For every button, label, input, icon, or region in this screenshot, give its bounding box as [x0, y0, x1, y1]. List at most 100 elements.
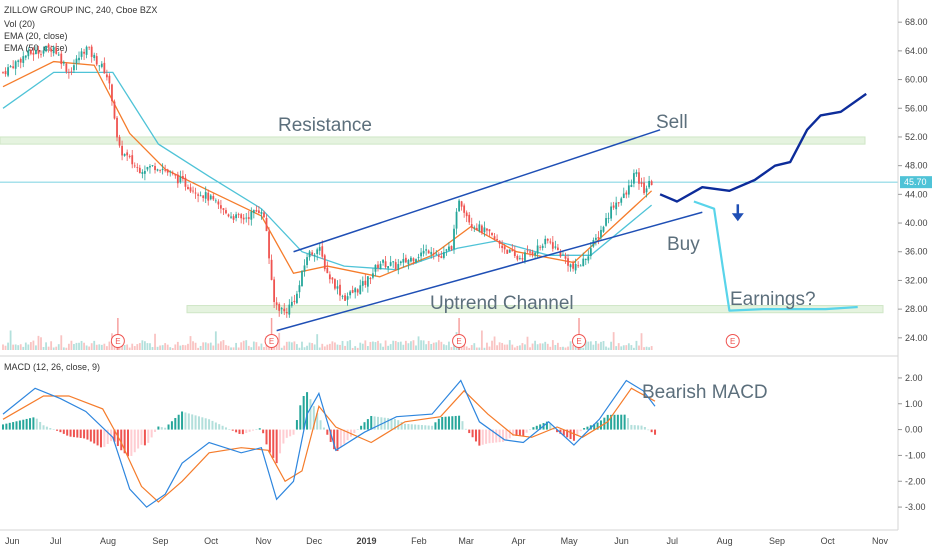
- candle-body: [579, 265, 582, 267]
- volume-bar: [463, 343, 466, 350]
- candle-body: [260, 211, 263, 214]
- macd-histogram-bar: [316, 413, 319, 430]
- time-tick-label: Jun: [5, 536, 20, 546]
- candle-body: [399, 261, 402, 264]
- down-arrow-head-icon: [731, 213, 744, 222]
- candle-body: [529, 251, 531, 253]
- candle-body: [584, 258, 587, 261]
- macd-histogram-bar: [390, 418, 393, 430]
- annotation-layer: E E E E E Resistance Sell Buy Uptrend Channel Ear…: [110, 112, 816, 403]
- volume-bar: [483, 347, 486, 350]
- volume-bar: [377, 340, 379, 350]
- candle-body: [293, 300, 296, 303]
- candle-body: [458, 200, 460, 212]
- volume-bar: [316, 334, 319, 350]
- macd-histogram-bar: [620, 414, 623, 430]
- volume-bar: [361, 343, 364, 350]
- volume-bar: [280, 347, 283, 350]
- macd-histogram-bar: [583, 428, 586, 430]
- volume-bar: [440, 341, 443, 350]
- volume-bar: [539, 343, 542, 350]
- macd-histogram-bar: [224, 427, 227, 430]
- candle-body: [387, 266, 390, 269]
- macd-histogram-bar: [346, 429, 349, 441]
- volume-bar: [250, 347, 253, 350]
- earnings-question-label: Earnings?: [730, 289, 816, 310]
- candle-body: [569, 264, 572, 268]
- candle-body: [602, 226, 605, 232]
- candle-body: [486, 228, 488, 231]
- earnings-marker-label: E: [576, 337, 581, 346]
- candle-body: [24, 55, 27, 58]
- candle-body: [625, 192, 628, 195]
- macd-histogram-bar: [593, 423, 596, 430]
- candle-body: [541, 245, 544, 248]
- candle-body: [650, 181, 653, 186]
- volume-bar: [141, 340, 144, 350]
- candle-body: [407, 259, 410, 265]
- volume-bar: [437, 340, 440, 350]
- volume-bar: [252, 341, 255, 350]
- candle-body: [303, 265, 306, 272]
- volume-bar: [17, 345, 20, 350]
- candle-body: [404, 257, 407, 263]
- macd-histogram-bar: [623, 414, 626, 430]
- volume-bar: [480, 330, 483, 350]
- macd-histogram-bar: [89, 429, 92, 442]
- channel-upper-line: [293, 129, 661, 253]
- candle-body: [192, 190, 194, 192]
- macd-histogram-bar: [370, 415, 373, 430]
- volume-bar: [625, 345, 628, 350]
- candle-body: [275, 302, 278, 305]
- candle-body: [313, 254, 316, 256]
- candle-body: [62, 62, 65, 64]
- candle-body: [645, 188, 648, 193]
- candle-body: [232, 216, 235, 220]
- macd-histogram-bar: [143, 429, 146, 446]
- macd-histogram-bar: [529, 429, 532, 431]
- candle-body: [638, 172, 640, 184]
- macd-histogram-bar: [285, 429, 288, 438]
- candle-body: [316, 249, 319, 254]
- macd-histogram-bar: [643, 427, 646, 430]
- volume-bar: [397, 342, 400, 350]
- macd-tick-label: -3.00: [905, 502, 926, 512]
- time-tick-label: Oct: [204, 536, 219, 546]
- macd-histogram-bar: [39, 421, 42, 430]
- price-tick-label: 24.00: [905, 333, 928, 343]
- volume-bar: [592, 344, 595, 350]
- volume-bar: [622, 345, 625, 350]
- macd-histogram-bar: [106, 429, 109, 444]
- macd-histogram-bar: [424, 425, 427, 430]
- macd-tick-label: 0.00: [905, 425, 923, 435]
- volume-legend: Vol (20): [4, 19, 36, 29]
- volume-bar: [70, 340, 73, 350]
- volume-bar: [493, 336, 496, 350]
- macd-histogram-bar: [167, 424, 170, 430]
- macd-histogram-bar: [377, 416, 379, 430]
- macd-histogram-bar: [549, 423, 552, 430]
- volume-bar: [303, 347, 306, 350]
- macd-tick-label: 2.00: [905, 373, 923, 383]
- volume-bar: [584, 340, 587, 350]
- candle-body: [478, 224, 481, 232]
- candle-body: [374, 264, 377, 272]
- candle-body: [75, 58, 78, 64]
- macd-histogram-bar: [518, 429, 521, 436]
- candle-body: [47, 44, 50, 48]
- candle-body: [468, 214, 471, 223]
- macd-histogram-bar: [532, 427, 535, 430]
- volume-bar: [171, 347, 174, 350]
- volume-bar: [417, 336, 420, 350]
- candle-body: [70, 71, 73, 73]
- candle-body: [283, 308, 286, 312]
- candle-body: [103, 62, 106, 74]
- volume-bar: [382, 346, 384, 350]
- macd-histogram-bar: [99, 429, 102, 448]
- buy-label: Buy: [667, 234, 700, 255]
- volume-bar: [55, 346, 58, 350]
- volume-bar: [199, 345, 202, 350]
- candle-body: [364, 280, 367, 285]
- time-tick-label: Apr: [512, 536, 526, 546]
